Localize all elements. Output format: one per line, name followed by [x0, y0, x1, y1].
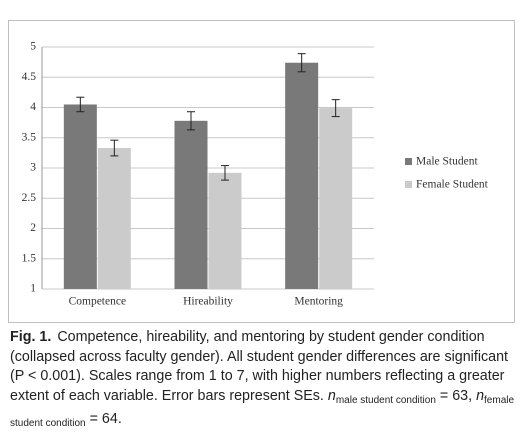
- y-tick-label: 3: [30, 162, 36, 174]
- error-bar: [221, 165, 229, 181]
- legend-label: Male Student: [416, 156, 478, 168]
- y-tick-label: 4.5: [22, 71, 37, 83]
- y-tick-label: 2: [30, 222, 36, 234]
- bar: [285, 62, 319, 290]
- stat-relation: = 64.: [89, 411, 122, 427]
- bar: [97, 148, 131, 289]
- error-bar: [187, 111, 195, 131]
- y-tick-label: 3.5: [22, 131, 37, 143]
- error-bar: [297, 53, 306, 73]
- x-tick-label: Competence: [69, 296, 126, 308]
- y-tick-label: 2.5: [22, 192, 37, 204]
- chart-frame: [8, 20, 515, 323]
- stat-symbol: n: [476, 387, 485, 404]
- bar: [208, 172, 242, 289]
- error-bar: [331, 99, 340, 118]
- error-bar: [110, 139, 119, 157]
- stat-symbol: n: [327, 387, 336, 404]
- caption-body: Competence, hireability, and mentoring b…: [10, 329, 509, 404]
- stat-relation: = 63,: [439, 387, 473, 404]
- y-tick-label: 4: [30, 101, 36, 113]
- legend-swatch: [405, 158, 412, 165]
- bar: [174, 120, 208, 289]
- caption-label: Fig. 1.: [10, 329, 52, 345]
- y-tick-label: 5: [30, 41, 36, 53]
- x-tick-label: Mentoring: [294, 296, 343, 308]
- caption: Fig. 1. Competence, hireability, and ment…: [10, 328, 518, 434]
- stat: nfemale student condition = 64.: [10, 387, 515, 430]
- stat: nmale student condition = 63,: [327, 387, 473, 406]
- bar: [319, 108, 353, 289]
- y-tick-label: 1.5: [22, 252, 37, 264]
- legend-swatch: [405, 181, 412, 188]
- y-tick-label: 1: [30, 283, 36, 295]
- stat-subscript: female student condition: [10, 394, 515, 430]
- error-bar: [76, 96, 85, 113]
- bar: [63, 104, 97, 289]
- chart: 1 1.5 2 2.5 3 3.5 4 4.5 5 Competence Hireability Me…: [8, 20, 515, 323]
- legend-label: Female Student: [416, 179, 489, 191]
- x-tick-label: Hireability: [183, 296, 233, 308]
- stat-subscript: male student condition: [335, 394, 436, 406]
